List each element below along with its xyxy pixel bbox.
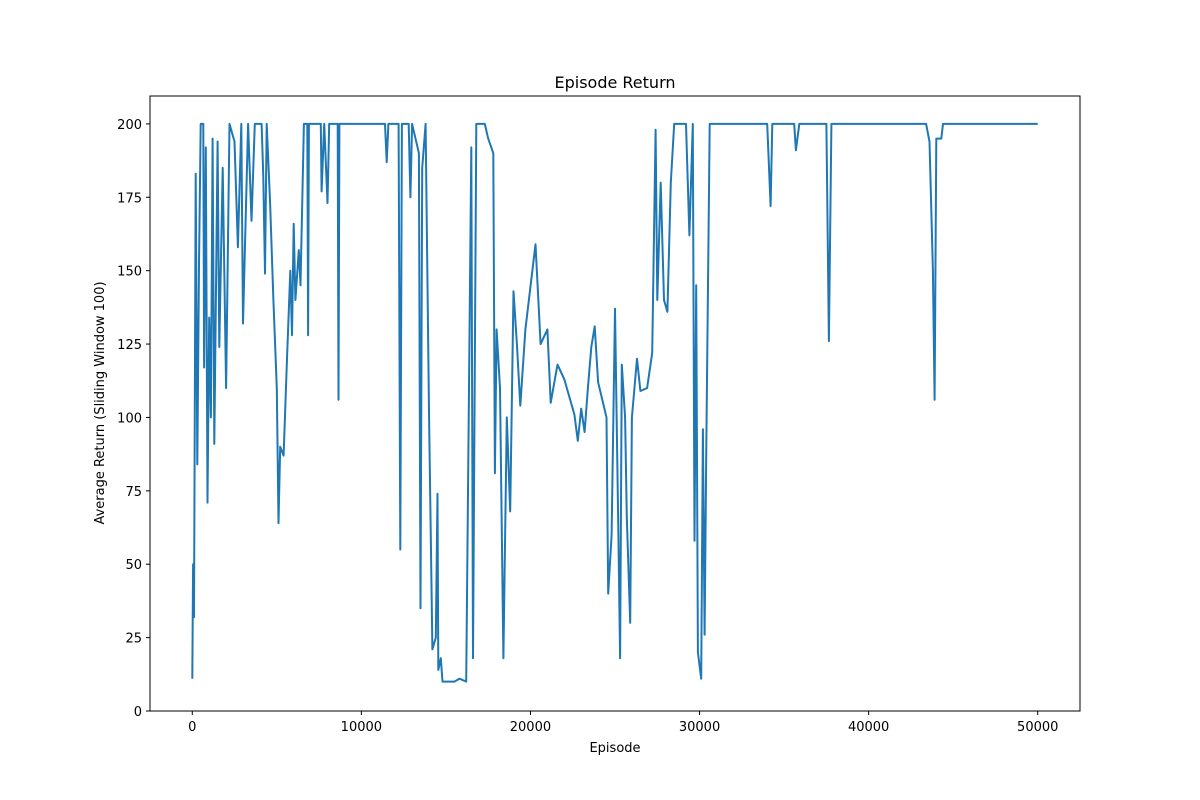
x-tick-label: 10000 bbox=[341, 720, 382, 735]
y-axis-label: Average Return (Sliding Window 100) bbox=[93, 281, 108, 524]
line-series bbox=[191, 122, 1038, 683]
y-tick-label: 25 bbox=[125, 632, 142, 647]
y-tick-label: 200 bbox=[117, 118, 142, 133]
y-tick-label: 150 bbox=[117, 265, 142, 280]
chart-title: Episode Return bbox=[554, 73, 675, 92]
y-tick-label: 0 bbox=[134, 705, 142, 720]
x-tick-label: 0 bbox=[188, 720, 196, 735]
y-tick-label: 75 bbox=[125, 485, 142, 500]
x-tick-label: 20000 bbox=[510, 720, 551, 735]
x-tick-label: 40000 bbox=[848, 720, 889, 735]
y-tick-label: 100 bbox=[117, 411, 142, 426]
plot-frame bbox=[149, 95, 1081, 712]
x-tick-label: 30000 bbox=[679, 720, 720, 735]
y-tick-label: 125 bbox=[117, 338, 142, 353]
x-axis-label: Episode bbox=[589, 741, 640, 756]
x-tick-label: 50000 bbox=[1017, 720, 1058, 735]
y-tick-label: 50 bbox=[125, 558, 142, 573]
y-tick-label: 175 bbox=[117, 191, 142, 206]
